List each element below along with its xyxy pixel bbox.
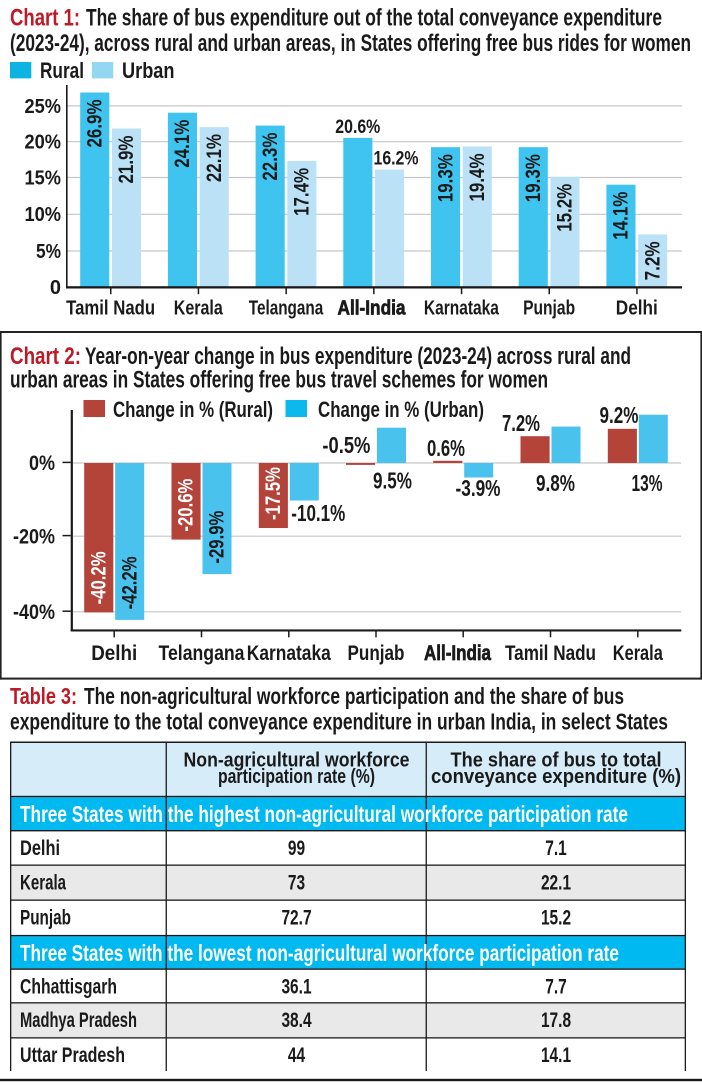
svg-text:-29.9%: -29.9%	[206, 510, 229, 563]
svg-text:0%: 0%	[29, 452, 55, 475]
svg-text:Tamil Nadu: Tamil Nadu	[505, 642, 596, 665]
svg-text:20.6%: 20.6%	[335, 117, 380, 138]
svg-text:Chhattisgarh: Chhattisgarh	[20, 975, 117, 998]
svg-text:Table 3:: Table 3:	[10, 683, 77, 709]
svg-text:All-India: All-India	[424, 642, 491, 665]
svg-text:36.1: 36.1	[281, 975, 311, 998]
svg-text:20%: 20%	[25, 132, 62, 154]
svg-text:The non-agricultural workforce: The non-agricultural workforce participa…	[84, 683, 624, 709]
svg-text:22.3%: 22.3%	[259, 132, 282, 180]
svg-text:-0.5%: -0.5%	[322, 432, 370, 458]
svg-text:26.9%: 26.9%	[84, 99, 107, 147]
svg-text:-42.2%: -42.2%	[118, 556, 141, 609]
svg-text:5%: 5%	[36, 241, 61, 263]
svg-text:Telangana: Telangana	[249, 298, 324, 320]
svg-text:(2023-24), across rural and ur: (2023-24), across rural and urban areas,…	[10, 30, 691, 57]
svg-text:Punjab: Punjab	[20, 906, 71, 929]
svg-text:Kerala: Kerala	[20, 871, 66, 894]
svg-text:-10.1%: -10.1%	[291, 500, 345, 526]
svg-text:0.6%: 0.6%	[427, 435, 465, 461]
svg-text:9.5%: 9.5%	[373, 468, 412, 494]
svg-text:Uttar Pradesh: Uttar Pradesh	[20, 1044, 125, 1067]
svg-text:19.3%: 19.3%	[434, 154, 457, 202]
svg-text:Delhi: Delhi	[616, 298, 658, 320]
svg-text:0: 0	[50, 277, 61, 299]
svg-text:-20.6%: -20.6%	[175, 478, 198, 531]
svg-text:-40.2%: -40.2%	[87, 551, 110, 604]
svg-text:urban areas in States offering: urban areas in States offering free bus …	[10, 367, 548, 394]
svg-text:The share of bus to total: The share of bus to total	[451, 750, 662, 772]
svg-text:Tamil Nadu: Tamil Nadu	[66, 298, 155, 320]
svg-text:Delhi: Delhi	[20, 837, 60, 860]
svg-text:Madhya Pradesh: Madhya Pradesh	[20, 1009, 137, 1032]
svg-text:7.2%: 7.2%	[641, 241, 664, 280]
svg-text:-20%: -20%	[13, 525, 55, 548]
svg-text:19.4%: 19.4%	[466, 153, 489, 201]
svg-text:Telangana: Telangana	[159, 642, 245, 665]
svg-text:15%: 15%	[25, 167, 62, 189]
svg-text:24.1%: 24.1%	[171, 119, 194, 167]
svg-text:expenditure to the total conve: expenditure to the total conveyance expe…	[10, 709, 668, 735]
svg-text:7.1: 7.1	[545, 837, 567, 860]
svg-text:7.7: 7.7	[545, 975, 567, 998]
svg-text:The share of bus expenditure o: The share of bus expenditure out of the …	[86, 5, 662, 32]
svg-text:99: 99	[288, 837, 305, 860]
svg-text:Chart 2:: Chart 2:	[10, 343, 81, 370]
svg-text:14.1%: 14.1%	[610, 191, 633, 239]
svg-text:conveyance expenditure (%): conveyance expenditure (%)	[431, 766, 681, 788]
svg-text:Urban: Urban	[122, 58, 175, 83]
svg-text:72.7: 72.7	[281, 906, 311, 929]
svg-text:16.2%: 16.2%	[374, 149, 419, 170]
svg-text:Non-agricultural workforce: Non-agricultural workforce	[184, 750, 410, 772]
svg-text:25%: 25%	[25, 96, 62, 118]
svg-text:Change in % (Rural): Change in % (Rural)	[113, 397, 273, 422]
svg-text:17.8: 17.8	[541, 1009, 571, 1032]
svg-text:Change in % (Urban): Change in % (Urban)	[318, 397, 484, 422]
svg-text:Chart 1:: Chart 1:	[10, 5, 80, 32]
svg-text:-3.9%: -3.9%	[456, 475, 501, 501]
svg-text:15.2%: 15.2%	[554, 184, 577, 232]
svg-text:10%: 10%	[25, 204, 62, 226]
svg-text:Rural: Rural	[40, 58, 84, 83]
svg-text:Punjab: Punjab	[348, 642, 405, 665]
svg-text:21.9%: 21.9%	[115, 135, 138, 183]
svg-text:Karnataka: Karnataka	[247, 642, 331, 665]
svg-text:Year-on-year change in bus exp: Year-on-year change in bus expenditure (…	[85, 343, 631, 370]
svg-text:Punjab: Punjab	[523, 298, 575, 320]
svg-text:Three States with the lowest n: Three States with the lowest non-agricul…	[20, 940, 619, 966]
svg-text:44: 44	[288, 1044, 305, 1067]
svg-text:13%: 13%	[632, 470, 663, 496]
svg-text:22.1%: 22.1%	[203, 134, 226, 182]
svg-text:-17.5%: -17.5%	[262, 467, 285, 520]
svg-text:Kerala: Kerala	[613, 642, 663, 665]
svg-text:Delhi: Delhi	[91, 642, 137, 665]
svg-text:-40%: -40%	[13, 601, 55, 624]
svg-text:7.2%: 7.2%	[502, 410, 540, 436]
svg-text:Kerala: Kerala	[174, 298, 224, 320]
svg-text:14.1: 14.1	[541, 1044, 571, 1067]
svg-text:19.3%: 19.3%	[522, 154, 545, 202]
svg-text:73: 73	[288, 871, 305, 894]
svg-text:38.4: 38.4	[281, 1009, 311, 1032]
svg-text:17.4%: 17.4%	[291, 168, 314, 216]
svg-text:22.1: 22.1	[541, 871, 571, 894]
svg-text:15.2: 15.2	[541, 906, 571, 929]
svg-text:Karnataka: Karnataka	[424, 298, 500, 320]
svg-text:participation rate (%): participation rate (%)	[218, 766, 375, 788]
svg-text:9.8%: 9.8%	[536, 470, 575, 496]
svg-text:All-India: All-India	[338, 298, 407, 320]
svg-text:Three States with the highest: Three States with the highest non-agricu…	[20, 801, 628, 827]
svg-text:9.2%: 9.2%	[600, 402, 639, 428]
